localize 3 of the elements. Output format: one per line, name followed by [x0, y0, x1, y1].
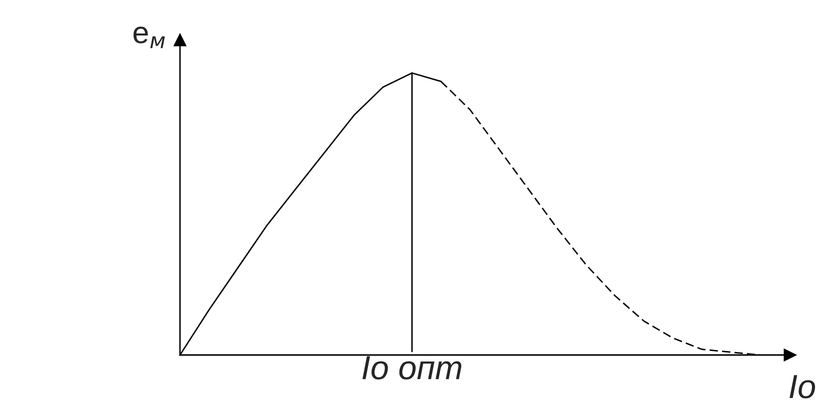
annotation: Io опт [362, 356, 462, 380]
x-axis-title: Io [790, 375, 816, 398]
y-axis-title: e$_{м}$ [134, 26, 165, 48]
